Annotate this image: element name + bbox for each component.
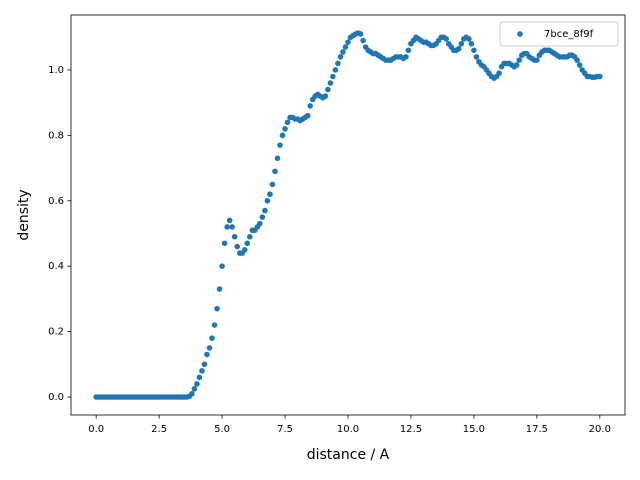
x-tick-label: 5.0 — [214, 424, 230, 435]
y-axis-label: density — [16, 189, 32, 240]
data-point — [473, 54, 480, 60]
axes-frame — [70, 14, 626, 416]
data-point — [471, 47, 477, 54]
data-point — [209, 335, 215, 341]
data-point — [194, 381, 200, 387]
data-point — [342, 44, 349, 50]
data-point — [576, 62, 583, 68]
data-point — [534, 57, 540, 63]
data-point — [216, 286, 223, 292]
data-point — [229, 224, 235, 230]
data-point — [513, 62, 520, 68]
data-point — [199, 368, 205, 374]
data-point — [196, 374, 203, 381]
data-point — [496, 70, 502, 77]
data-point — [330, 73, 336, 80]
data-point — [267, 191, 273, 198]
data-point — [322, 93, 329, 99]
legend-marker — [517, 31, 523, 37]
x-tick-label: 7.5 — [277, 424, 293, 435]
data-point — [262, 207, 268, 214]
data-point — [345, 39, 351, 45]
data-point — [219, 263, 225, 269]
data-point — [206, 345, 213, 351]
data-point — [516, 57, 523, 63]
data-point — [189, 390, 195, 397]
data-point — [307, 103, 314, 109]
y-tick-label: 0.0 — [48, 392, 64, 403]
data-point — [224, 224, 230, 230]
data-point — [231, 233, 238, 240]
data-point — [325, 86, 331, 93]
data-point — [574, 57, 580, 63]
data-point — [259, 214, 266, 220]
x-tick-label: 12.5 — [400, 424, 422, 435]
data-point — [279, 132, 286, 139]
data-point — [272, 168, 278, 175]
data-point — [241, 247, 248, 253]
x-tick-label: 10.0 — [337, 424, 359, 435]
data-point — [405, 47, 412, 54]
data-point — [332, 67, 339, 73]
data-point — [335, 60, 341, 67]
data-point — [246, 233, 253, 240]
legend-label: 7bce_8f9f — [544, 29, 594, 40]
data-point — [274, 155, 281, 162]
data-point — [360, 37, 366, 44]
y-tick-label: 0.4 — [48, 261, 64, 272]
data-point — [221, 240, 228, 247]
data-point — [244, 240, 251, 247]
data-point — [226, 217, 233, 224]
data-point — [304, 112, 311, 119]
data-point — [456, 45, 462, 52]
data-point — [277, 142, 283, 148]
data-point — [204, 351, 210, 358]
data-point — [327, 80, 334, 86]
data-point — [443, 36, 450, 42]
data-point — [211, 322, 218, 328]
data-point — [337, 54, 344, 60]
data-point — [468, 40, 475, 47]
y-tick-label: 0.8 — [48, 130, 64, 141]
data-point — [201, 361, 208, 368]
data-point — [357, 31, 364, 37]
data-point — [466, 36, 472, 42]
data-point — [340, 49, 346, 55]
legend-box — [499, 21, 619, 47]
x-tick-label: 17.5 — [526, 424, 548, 435]
data-point — [191, 386, 198, 392]
data-point — [264, 197, 271, 204]
x-tick-label: 15.0 — [463, 424, 485, 435]
data-point — [234, 243, 240, 250]
x-tick-label: 20.0 — [589, 424, 611, 435]
y-tick-label: 0.2 — [48, 327, 64, 338]
data-point — [257, 220, 263, 227]
x-tick-label: 0.0 — [88, 424, 104, 435]
data-point — [597, 73, 603, 80]
data-point — [214, 305, 220, 312]
x-tick-label: 2.5 — [151, 424, 167, 435]
y-tick-label: 1.0 — [48, 65, 64, 76]
data-point — [458, 40, 465, 47]
x-axis-label: distance / A — [307, 447, 390, 463]
data-point — [269, 181, 276, 188]
y-tick-label: 0.6 — [48, 196, 64, 207]
data-point — [284, 119, 291, 126]
data-point — [282, 126, 288, 132]
data-point — [403, 54, 409, 60]
